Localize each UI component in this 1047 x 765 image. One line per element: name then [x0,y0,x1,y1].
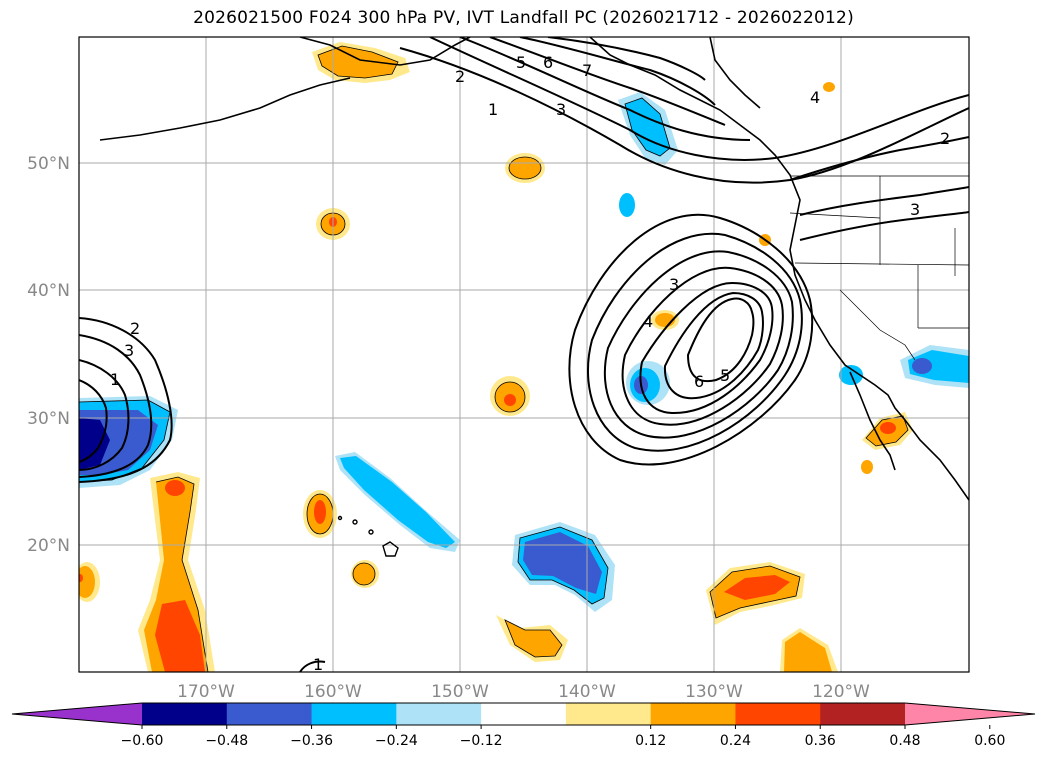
contour-label: 4 [643,312,653,331]
colorbar-tick-label: 0.36 [805,733,836,749]
colorbar-tick-label: −0.24 [375,733,418,749]
contour-label: 5 [516,53,526,72]
colorbar-bin [396,703,482,725]
lat-label: 40°N [27,281,70,301]
longitude-labels: 170°W 160°W 150°W 140°W 130°W 120°W [177,682,870,702]
lon-label: 140°W [558,682,616,702]
colorbar-extend-min [12,703,142,725]
lon-label: 150°W [431,682,489,702]
colorbar-tick-label: −0.48 [205,733,248,749]
lat-label: 30°N [27,409,70,429]
colorbar-bin [142,703,228,725]
contour-label: 2 [940,129,950,148]
contour-label: 3 [124,341,134,360]
colorbar-bin [820,703,906,725]
lon-label: 120°W [812,682,870,702]
contour-label: 7 [582,61,592,80]
contour-label: 3 [669,275,679,294]
colorbar-tick-label: 0.60 [974,733,1005,749]
lon-label: 130°W [685,682,743,702]
colorbar-bin [735,703,821,725]
colorbar-bin [650,703,736,725]
contour-label: 1 [313,655,323,674]
colorbar-bin [481,703,567,725]
contour-label: 5 [720,366,730,385]
colorbar-tick-label: 0.48 [889,733,920,749]
lat-label: 50°N [27,154,70,174]
colorbar-bin [311,703,397,725]
lon-label: 170°W [177,682,235,702]
colorbar-tick-label: −0.36 [290,733,333,749]
contour-label: 6 [694,372,704,391]
contour-label: 3 [556,100,566,119]
map-title: 2026021500 F024 300 hPa PV, IVT Landfall… [193,8,854,28]
gridlines [79,37,969,672]
colorbar-tick-label: −0.12 [460,733,503,749]
contour-label: 3 [910,200,920,219]
colorbar-bin [565,703,652,725]
lon-label: 160°W [304,682,362,702]
coastlines [99,37,969,501]
contour-labels: 2 3 1 2 1 5 6 7 3 4 2 3 3 4 6 5 1 [110,53,950,674]
colorbar-extend-max [905,703,1035,725]
contour-label: 2 [455,67,465,86]
contour-label: 1 [488,100,498,119]
ivt-contours [79,37,969,672]
hawaiian-islands [337,515,399,557]
map-frame [78,36,970,673]
colorbar: −0.60 −0.48 −0.36 −0.24 −0.12 0.12 0.24 0.36 0.4… [11,702,1036,749]
contour-label: 1 [110,370,120,389]
colorbar-bin [226,703,313,725]
colorbar-tick-label: −0.60 [121,733,164,749]
colorbar-tick-label: 0.12 [635,733,666,749]
political-borders [789,175,969,361]
colorbar-tick-label: 0.24 [720,733,751,749]
lat-label: 20°N [27,536,70,556]
latitude-labels: 50°N 40°N 30°N 20°N [27,154,70,556]
contour-label: 4 [810,88,820,107]
contour-label: 2 [130,319,140,338]
contour-label: 6 [543,53,553,72]
